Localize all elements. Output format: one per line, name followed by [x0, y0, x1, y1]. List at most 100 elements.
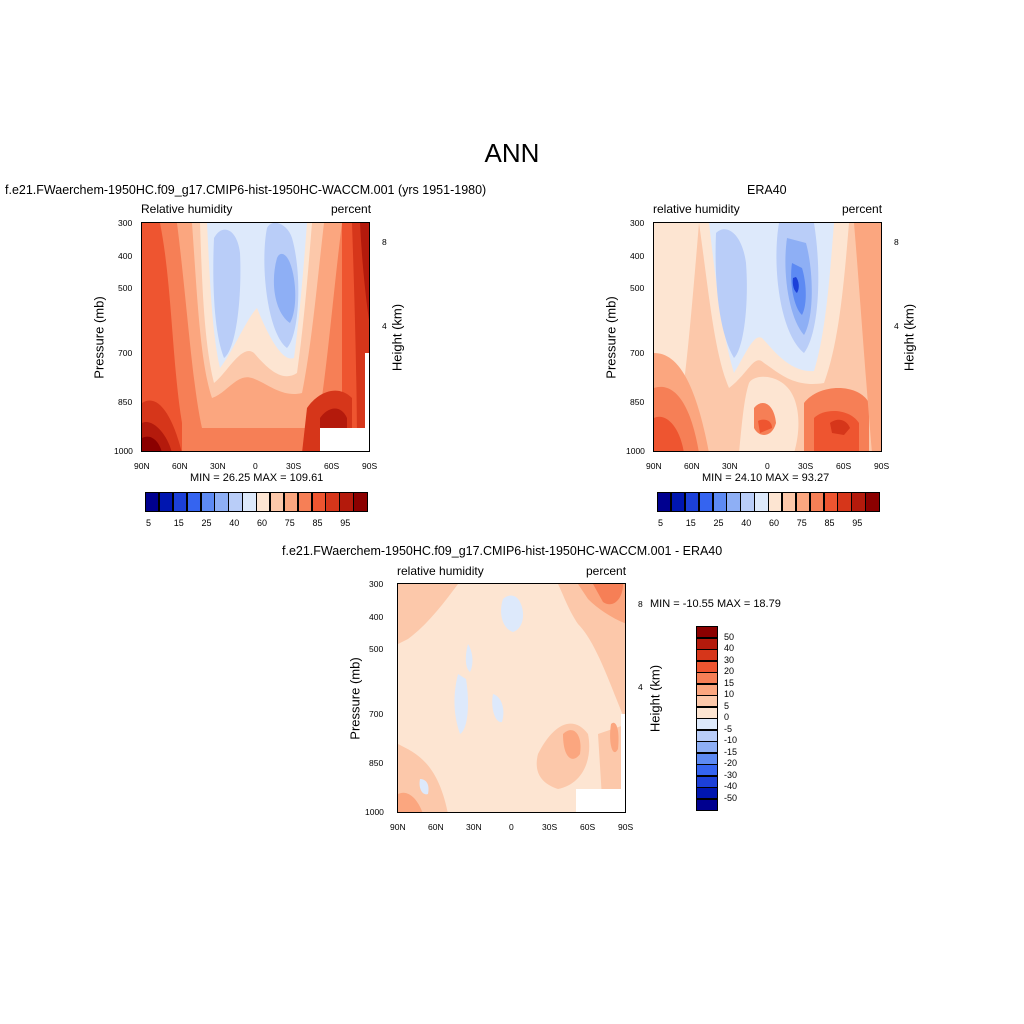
y-axis-label-model: Pressure (mb): [91, 296, 107, 379]
colorbar-swatch: [696, 695, 718, 707]
y-tick: 400: [630, 251, 645, 261]
y2-axis-label-model: Height (km): [389, 303, 405, 372]
y-tick: 1000: [114, 446, 133, 456]
panel-title-obs: ERA40: [747, 183, 787, 197]
colorbar-label: 5: [724, 700, 730, 711]
y-tick: 700: [630, 348, 645, 358]
colorbar-swatch: [353, 492, 368, 512]
x-tick: 60S: [836, 461, 852, 471]
x-tick: 30S: [286, 461, 302, 471]
x-tick: 60S: [324, 461, 340, 471]
colorbar-swatch: [325, 492, 340, 512]
colorbar-label: -50: [724, 792, 738, 803]
colorbar-label: -5: [724, 723, 733, 734]
panel-units-model: percent: [331, 202, 372, 216]
colorbar-swatch: [200, 492, 215, 512]
panel-units-diff: percent: [586, 564, 627, 578]
colorbar-swatch: [696, 660, 718, 673]
colorbar-swatch: [283, 492, 299, 512]
colorbar-obs: 5 15 25 40 60 75 85 95: [657, 492, 880, 528]
colorbar-swatch: [670, 492, 686, 512]
colorbar-label: 40: [229, 518, 240, 528]
colorbar-label: 75: [284, 518, 295, 528]
colorbar-swatch: [186, 492, 201, 512]
colorbar-label: 50: [724, 631, 735, 642]
y-axis-label-obs: Pressure (mb): [603, 296, 619, 379]
x-tick: 90S: [362, 461, 378, 471]
colorbar-diff: 50 40 30 20 15 10 5 0 -5 -10 -15 -20 -30 -40 -50: [696, 626, 756, 811]
colorbar-label: 20: [724, 666, 735, 676]
colorbar-label: 95: [340, 518, 351, 528]
colorbar-swatch: [228, 492, 243, 512]
colorbar-swatch: [696, 729, 718, 742]
colorbar-swatch: [696, 775, 718, 788]
x-tick: 0: [253, 461, 258, 471]
y2-tick: 4: [638, 682, 643, 692]
colorbar-swatch: [712, 492, 727, 512]
colorbar-label: 10: [724, 689, 735, 699]
colorbar-swatch: [657, 492, 672, 512]
colorbar-swatch: [740, 492, 755, 512]
colorbar-swatch: [696, 672, 718, 684]
y-tick: 300: [118, 218, 133, 228]
colorbar-swatch: [696, 787, 718, 799]
colorbar-label: 15: [724, 677, 735, 688]
colorbar-swatch: [696, 752, 718, 765]
colorbar-swatch: [809, 492, 824, 512]
y2-axis-label-diff: Height (km): [647, 664, 663, 733]
y-tick: 700: [369, 709, 384, 719]
colorbar-swatch: [698, 492, 713, 512]
stats-diff: MIN = -10.55 MAX = 18.79: [650, 598, 781, 610]
colorbar-swatch: [696, 683, 718, 696]
y-tick: 1000: [365, 807, 384, 817]
contour-plot-diff: [397, 583, 626, 813]
y2-tick: 8: [382, 237, 387, 247]
colorbar-label: 15: [685, 518, 696, 528]
y-tick: 500: [630, 283, 645, 293]
y-tick: 300: [630, 218, 645, 228]
colorbar-label: 5: [145, 518, 151, 528]
y-axis-label-diff: Pressure (mb): [347, 657, 363, 740]
y2-tick: 4: [382, 321, 387, 331]
x-tick: 30N: [722, 461, 738, 471]
y2-tick: 8: [894, 237, 899, 247]
colorbar-label: 85: [312, 518, 323, 528]
colorbar-label: -30: [724, 769, 738, 780]
page-title: ANN: [484, 138, 540, 168]
panel-title-model: f.e21.FWaerchem-1950HC.f09_g17.CMIP6-his…: [5, 183, 487, 197]
y-tick: 400: [369, 612, 384, 622]
x-tick: 90N: [646, 461, 662, 471]
colorbar-swatch: [795, 492, 811, 512]
contour-svg-model: [142, 223, 369, 451]
colorbar-label: -15: [724, 746, 738, 757]
x-tick: 60N: [684, 461, 700, 471]
colorbar-label: 25: [201, 518, 212, 528]
colorbar-swatch: [865, 492, 880, 512]
colorbar-swatch: [754, 492, 769, 512]
colorbar-swatch: [696, 626, 718, 638]
y-tick: 1000: [626, 446, 645, 456]
y-tick: 850: [630, 397, 645, 407]
y-tick: 500: [118, 283, 133, 293]
colorbar-swatch: [684, 492, 700, 512]
contour-plot-obs: [653, 222, 882, 452]
colorbar-swatch: [823, 492, 838, 512]
colorbar-label: 40: [724, 643, 735, 653]
panel-left-label-diff: relative humidity: [397, 564, 484, 578]
colorbar-label: 5: [657, 518, 663, 528]
colorbar-swatch: [696, 718, 718, 730]
x-tick: 30N: [210, 461, 226, 471]
contour-plot-model: [141, 222, 370, 452]
y-tick: 300: [369, 579, 384, 589]
colorbar-swatch: [768, 492, 783, 512]
colorbar-label: -20: [724, 758, 738, 768]
colorbar-swatch: [696, 741, 718, 753]
colorbar-swatch: [696, 798, 718, 811]
colorbar-swatch: [837, 492, 852, 512]
y2-tick: 8: [638, 599, 643, 609]
colorbar-label: 60: [768, 518, 779, 528]
colorbar-swatch: [242, 492, 257, 512]
colorbar-label: 15: [173, 518, 184, 528]
x-tick: 30N: [466, 822, 482, 832]
panel-left-label-model: Relative humidity: [141, 202, 233, 216]
